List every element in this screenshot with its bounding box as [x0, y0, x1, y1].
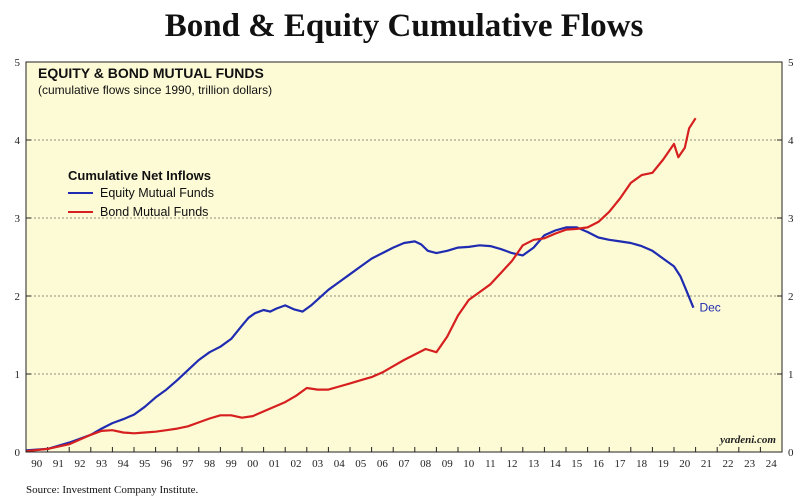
x-tick-label: 18	[636, 458, 648, 470]
x-tick-label: 96	[161, 458, 173, 470]
x-tick-label: 95	[139, 458, 151, 470]
x-tick-label: 13	[528, 458, 540, 470]
x-tick-label: 24	[766, 458, 778, 470]
y-tick-label-left: 2	[15, 291, 21, 303]
legend-label-equity: Equity Mutual Funds	[100, 186, 214, 200]
x-tick-label: 15	[571, 458, 583, 470]
y-tick-label-right: 0	[788, 447, 794, 459]
x-tick-label: 12	[507, 458, 518, 470]
y-tick-label-right: 1	[788, 369, 794, 381]
x-tick-label: 02	[291, 458, 302, 470]
plot-subheading: (cumulative flows since 1990, trillion d…	[38, 83, 272, 97]
x-tick-label: 97	[183, 458, 195, 470]
x-tick-label: 14	[550, 458, 562, 470]
x-tick-label: 23	[744, 458, 756, 470]
y-tick-label-left: 4	[15, 135, 21, 147]
x-tick-label: 09	[442, 458, 454, 470]
x-tick-label: 03	[312, 458, 324, 470]
y-tick-label-left: 3	[15, 213, 21, 225]
series-line-equity	[25, 226, 695, 452]
x-tick-label: 17	[615, 458, 627, 470]
legend-label-bond: Bond Mutual Funds	[100, 205, 208, 219]
x-tick-label: 93	[96, 458, 108, 470]
x-tick-label: 91	[53, 458, 64, 470]
x-tick-label: 19	[658, 458, 670, 470]
x-tick-label: 21	[701, 458, 712, 470]
x-tick-label: 92	[75, 458, 86, 470]
x-tick-label: 04	[334, 458, 346, 470]
equity-end-label: Dec	[699, 301, 720, 315]
plot-heading: EQUITY & BOND MUTUAL FUNDS	[38, 65, 264, 81]
x-tick-label: 10	[463, 458, 475, 470]
y-tick-label-left: 5	[15, 57, 21, 69]
plot-area	[26, 62, 782, 452]
legend: Cumulative Net Inflows Equity Mutual Fun…	[68, 168, 214, 219]
x-tick-label: 98	[204, 458, 216, 470]
y-tick-label-left: 0	[15, 447, 21, 459]
source-note: Source: Investment Company Institute.	[26, 484, 199, 496]
x-tick-label: 01	[269, 458, 280, 470]
y-tick-label-right: 2	[788, 291, 794, 303]
x-tick-label: 05	[355, 458, 367, 470]
series-line-bond	[25, 117, 697, 453]
x-tick-label: 08	[420, 458, 432, 470]
x-tick-label: 11	[485, 458, 496, 470]
plot-border	[25, 61, 783, 453]
x-tick-label: 07	[399, 458, 411, 470]
x-tick-label: 90	[31, 458, 43, 470]
x-tick-label: 99	[226, 458, 238, 470]
y-tick-label-left: 1	[15, 369, 21, 381]
legend-title: Cumulative Net Inflows	[68, 168, 211, 183]
y-tick-label-right: 3	[788, 213, 794, 225]
x-tick-label: 20	[679, 458, 691, 470]
chart-title: Bond & Equity Cumulative Flows	[164, 8, 644, 44]
x-tick-label: 22	[723, 458, 734, 470]
x-tick-label: 00	[247, 458, 259, 470]
x-tick-label: 16	[593, 458, 605, 470]
y-tick-label-right: 4	[788, 135, 794, 147]
y-tick-label-right: 5	[788, 57, 794, 69]
x-tick-label: 06	[377, 458, 389, 470]
credit-label: yardeni.com	[718, 434, 776, 446]
x-tick-label: 94	[118, 458, 130, 470]
